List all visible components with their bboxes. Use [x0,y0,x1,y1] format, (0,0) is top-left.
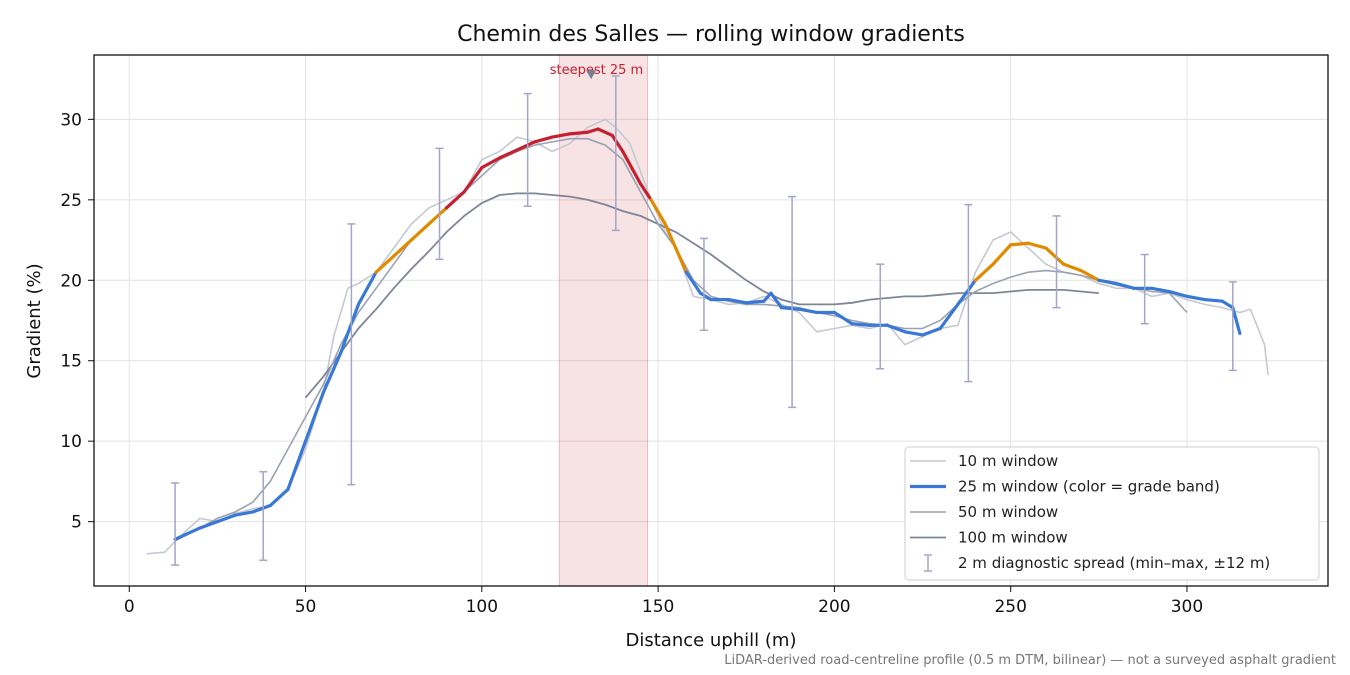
series-25m-segment [674,246,688,274]
series-25m-segment [885,323,907,334]
series-25m-segment [973,262,995,282]
series-25m-segment [744,299,766,305]
y-tick-label: 30 [60,110,82,130]
series-25m-segment [596,127,614,138]
series-25m-segment [533,135,554,144]
series-25m-segment [727,297,748,305]
series-25m-segment [850,322,872,327]
series-25m-segment [638,182,653,202]
legend: 10 m window 25 m window (color = grade ba… [904,446,1320,581]
series-25m-segment [1097,278,1119,286]
legend-entry-spread-label: 2 m diagnostic spread (min–max, ±12 m) [958,554,1270,572]
series-25m-segment [480,156,502,170]
series-25m-segment [374,254,396,274]
series-25m-segment [649,198,667,226]
x-tick-label: 300 [1171,597,1203,617]
series-25m-segment [251,503,272,514]
x-tick-label: 50 [295,597,317,617]
x-tick-label: 150 [642,597,674,617]
series-25m-segment [956,278,978,307]
series-25m-segment [762,291,773,303]
series-25m-segment [268,487,290,508]
x-axis-label: Distance uphill (m) [626,630,797,651]
series-25m-segment [286,439,308,492]
series-25m-segment [568,130,590,136]
series-25m-segment [462,166,484,194]
series-25m-segment [663,222,678,250]
series-25m-segment [920,326,942,337]
series-25m-segment [621,149,643,186]
series-25m-segment [1044,246,1066,266]
series-25m-segment [769,291,784,310]
series-25m-segment [1150,286,1171,294]
series-25m-segment [515,140,537,152]
series-25m-segment [1185,294,1207,302]
series-25m-segment [233,510,255,517]
steepest-peak-marker [586,70,597,80]
series-25m-segment [356,270,378,307]
series-25m-segment [321,351,343,395]
series-25m-segment [797,307,819,315]
legend-entry-10m-label: 10 m window [958,452,1058,470]
series-25m-segment [832,310,854,326]
series-25m-segment [903,330,925,337]
series-25m-segment [991,243,1013,266]
legend-entry-50m-label: 50 m window [958,503,1058,521]
series-25m-segment [1220,299,1235,310]
series-25m-segment [497,148,519,160]
y-tick-label: 5 [71,513,82,533]
y-tick-label: 10 [60,432,82,452]
series-25m-segment [339,302,361,355]
x-tick-label: 100 [466,597,498,617]
y-tick-label: 20 [60,271,82,291]
series-25m-segment [1026,241,1048,250]
y-axis-label: Gradient (%) [24,263,45,378]
series-25m-segment [610,133,625,154]
footnote: LiDAR-derived road-centreline profile (0… [724,653,1336,668]
series-25m-segment [444,190,466,210]
series-25m-segment [698,291,713,302]
series-25m-segment [427,206,449,226]
series-25m-segment [684,270,703,295]
series-25m-segment [585,127,600,134]
series-25m-segment [779,306,801,311]
series-10m-line [146,118,1269,555]
legend-entry-25m-label: 25 m window (color = grade band) [958,478,1220,496]
series-25m-segment [303,391,325,443]
steepest-window-label: steepest 25 m [550,63,643,78]
series-25m-segment [1231,306,1242,335]
x-tick-label: 0 [124,597,135,617]
series-25m-segment [1167,289,1189,298]
x-tick-label: 250 [994,597,1026,617]
axes-frame [93,54,1329,587]
series-25m-segment [1079,269,1101,282]
series-25m-segment [198,520,219,530]
series-25m-segment [550,132,572,139]
series-25m-segment [1061,262,1083,273]
series-25m-segment [1009,241,1030,247]
y-tick-label: 25 [60,191,82,211]
steepest-window-band [558,54,649,587]
series-25m-segment [1114,281,1136,290]
x-tick-label: 200 [818,597,850,617]
series-25m-segment [1202,297,1224,303]
series-25m-segment [409,222,431,242]
series-25m-segment [938,302,960,331]
legend-box [904,446,1320,581]
series-25m-segment [215,513,237,524]
chart-title: Chemin des Salles — rolling window gradi… [457,22,965,47]
series-25m-segment [392,238,413,258]
y-tick-label: 15 [60,352,82,372]
legend-entry-100m-label: 100 m window [958,529,1068,547]
series-25m-segment [173,526,202,541]
plot-area: steepest 25 m 0 50 100 150 200 250 300 5 10 15 20 25… [60,54,1329,617]
